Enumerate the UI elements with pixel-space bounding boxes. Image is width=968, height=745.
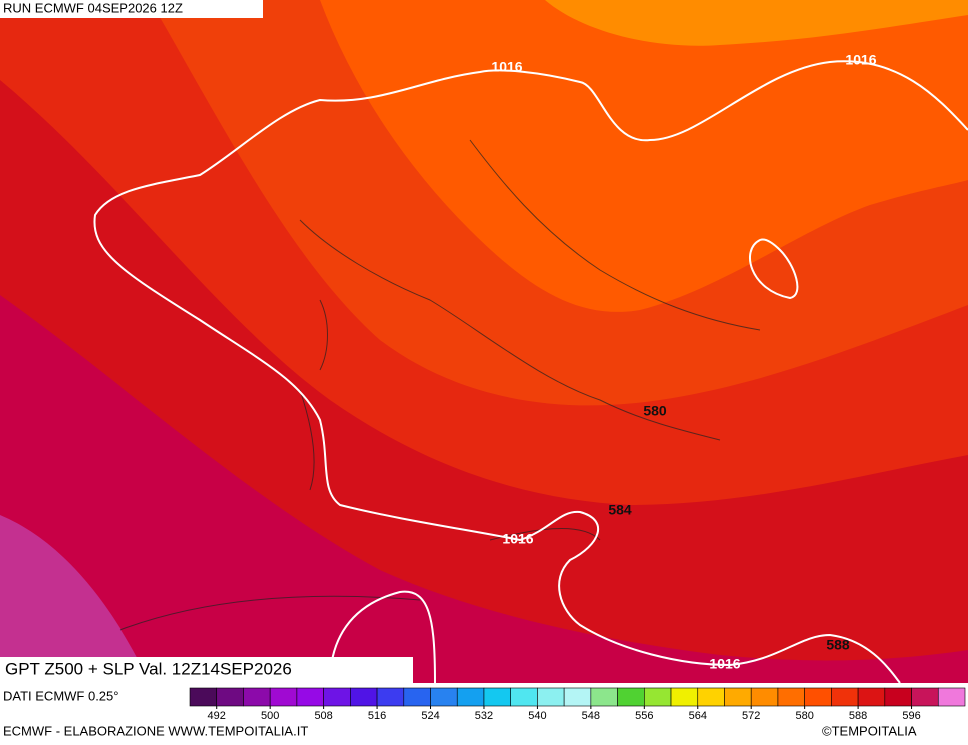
map [0,0,968,684]
colorbar-swatch [216,687,244,707]
colorbar-swatch [403,687,431,707]
height-label: 584 [608,502,632,518]
colorbar-tick-label: 540 [528,710,546,722]
colorbar-swatch [644,687,672,707]
colorbar-tick-label: 580 [795,710,813,722]
colorbar-swatch [831,687,859,707]
title-box [0,657,413,683]
coastline [469,139,761,331]
colorbar-swatch [376,687,405,707]
colorbar-tick-label: 524 [421,710,439,722]
colorbar: 492 500 508 516 524 532 540 548 556 564 572 580 588 5… [189,687,966,722]
colorbar-tick-label: 508 [314,710,332,722]
isobar-label: 1016 [502,531,533,547]
colorbar-swatch [296,687,324,707]
isobar-label: 1016 [845,52,876,68]
map-title: GPT Z500 + SLP Val. 12Z14SEP2026 [5,659,292,678]
height-label: 588 [826,637,850,653]
source-label: DATI ECMWF 0.25° [3,688,118,703]
colorbar-swatch [670,687,699,707]
colorbar-tick-label: 548 [582,710,600,722]
colorbar-swatch [537,687,565,707]
colorbar-swatch [323,687,351,707]
colorbar-swatch [857,687,886,707]
colorbar-tick-label: 500 [261,710,279,722]
colorbar-tick-label: 572 [742,710,760,722]
colorbar-tick-label: 532 [475,710,493,722]
colorbar-tick-label: 492 [208,710,226,722]
colorbar-swatch [456,687,485,707]
header-box [0,0,263,18]
colorbar-tick-label: 596 [902,710,920,722]
colorbar-swatch [350,687,378,707]
colorbar-swatch [724,687,752,707]
isobars [93,60,968,684]
height-label: 580 [643,403,667,419]
colorbar-tick-label: 588 [849,710,867,722]
credit-label: ECMWF - ELABORAZIONE WWW.TEMPOITALIA.IT [3,723,308,738]
run-label: RUN ECMWF 04SEP2026 12Z [3,0,183,15]
colorbar-swatch [269,687,298,707]
colorbar-swatch [937,687,966,707]
colorbar-swatch [590,687,618,707]
colorbar-tick-label: 564 [689,710,707,722]
height-band [0,515,150,683]
contour-labels: 1016 1016 1016 1016 580 584 588 [491,52,876,672]
colorbar-swatch [804,687,832,707]
colorbar-swatch [563,687,592,707]
colorbar-swatch [430,687,458,707]
colorbar-swatch [697,687,725,707]
colorbar-swatch [243,687,271,707]
colorbar-swatch [483,687,511,707]
isobar [749,238,799,300]
colorbar-tick-label: 516 [368,710,386,722]
isobar-label: 1016 [491,59,522,75]
colorbar-swatch [189,687,218,707]
colorbar-swatch [510,687,538,707]
colorbar-swatch [777,687,805,707]
isobar-label: 1016 [709,656,740,672]
colorbar-tick-label: 556 [635,710,653,722]
isobar [329,590,436,684]
coastline [299,299,328,491]
colorbar-swatch [911,687,939,707]
coastline [299,219,721,441]
height-band [0,295,968,683]
colorbar-swatch [750,687,779,707]
colorbar-swatch [884,687,912,707]
isobar [93,60,968,684]
copyright-label: ©TEMPOITALIA [822,723,917,738]
colorbar-swatch [617,687,645,707]
